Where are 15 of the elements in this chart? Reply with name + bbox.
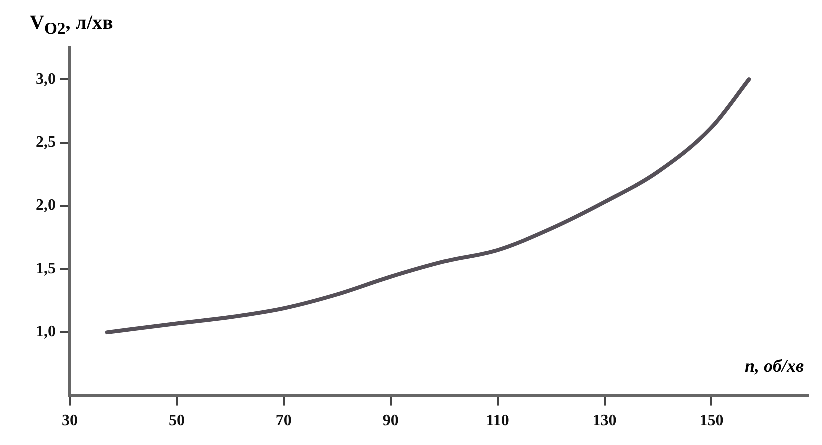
- y-tick-label: 2,5: [36, 134, 56, 151]
- x-tick-label: 30: [62, 412, 78, 430]
- x-tick-label: 50: [168, 412, 185, 430]
- x-tick-label: 130: [592, 412, 617, 430]
- y-tick-label: 1,5: [36, 260, 56, 278]
- y-tick-label: 2,0: [36, 197, 56, 214]
- line-series: [105, 78, 752, 335]
- x-tick-label: 90: [382, 412, 399, 430]
- x-tick-label: 110: [486, 412, 510, 430]
- x-axis-title: n, об/хв: [744, 356, 804, 377]
- y-tick-label: 1,0: [36, 324, 56, 341]
- x-tick-label: 70: [276, 412, 292, 430]
- y-axis-title: V$_{O2}$, л/хв: [30, 12, 114, 39]
- y-tick-label: 3,0: [36, 70, 56, 88]
- x-tick-label: 150: [700, 412, 724, 430]
